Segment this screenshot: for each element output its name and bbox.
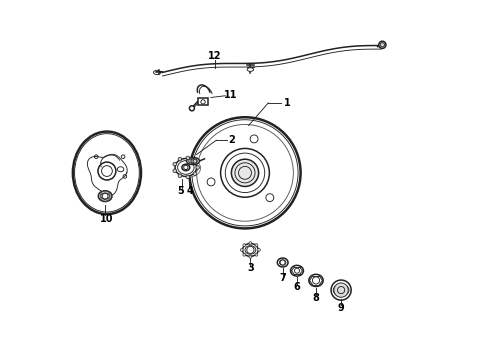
Circle shape — [250, 135, 258, 143]
Text: 12: 12 — [208, 51, 221, 61]
Text: 10: 10 — [100, 214, 114, 224]
Circle shape — [186, 175, 190, 179]
Text: 6: 6 — [294, 282, 300, 292]
Text: 8: 8 — [313, 293, 319, 303]
Circle shape — [178, 174, 182, 177]
Circle shape — [249, 242, 252, 244]
Circle shape — [186, 156, 190, 160]
Text: 11: 11 — [224, 90, 238, 100]
Circle shape — [379, 41, 386, 48]
Circle shape — [178, 157, 182, 161]
Circle shape — [258, 248, 260, 251]
Circle shape — [280, 260, 285, 265]
Text: 3: 3 — [247, 263, 254, 273]
Circle shape — [240, 248, 243, 251]
Text: 7: 7 — [279, 273, 286, 283]
Circle shape — [334, 283, 348, 297]
Circle shape — [190, 117, 300, 228]
Ellipse shape — [243, 243, 258, 256]
Circle shape — [249, 255, 252, 258]
Circle shape — [243, 244, 245, 247]
Text: 1: 1 — [284, 98, 291, 108]
Ellipse shape — [98, 191, 112, 202]
Ellipse shape — [180, 159, 200, 177]
Circle shape — [193, 172, 196, 175]
Ellipse shape — [186, 165, 195, 172]
Circle shape — [247, 246, 254, 253]
Ellipse shape — [247, 68, 254, 71]
Ellipse shape — [291, 265, 303, 276]
Circle shape — [220, 148, 270, 197]
Text: 4: 4 — [187, 186, 194, 196]
Circle shape — [190, 106, 195, 111]
Circle shape — [243, 253, 245, 256]
Ellipse shape — [73, 132, 141, 214]
Circle shape — [255, 253, 258, 256]
Circle shape — [255, 244, 258, 247]
Text: 2: 2 — [228, 135, 235, 145]
Ellipse shape — [277, 258, 288, 267]
Text: 9: 9 — [338, 303, 344, 313]
Circle shape — [98, 162, 116, 180]
Circle shape — [173, 162, 176, 166]
Ellipse shape — [175, 158, 196, 176]
Ellipse shape — [187, 157, 199, 165]
Circle shape — [266, 194, 274, 202]
FancyBboxPatch shape — [198, 98, 208, 105]
Ellipse shape — [182, 164, 190, 171]
Circle shape — [331, 280, 351, 300]
Circle shape — [380, 42, 385, 47]
Ellipse shape — [332, 283, 350, 297]
Circle shape — [196, 166, 199, 169]
Circle shape — [193, 159, 196, 163]
Circle shape — [173, 169, 176, 172]
Text: 5: 5 — [177, 186, 184, 196]
Circle shape — [191, 159, 195, 163]
Ellipse shape — [309, 274, 323, 287]
Circle shape — [207, 178, 215, 186]
Circle shape — [231, 159, 259, 186]
